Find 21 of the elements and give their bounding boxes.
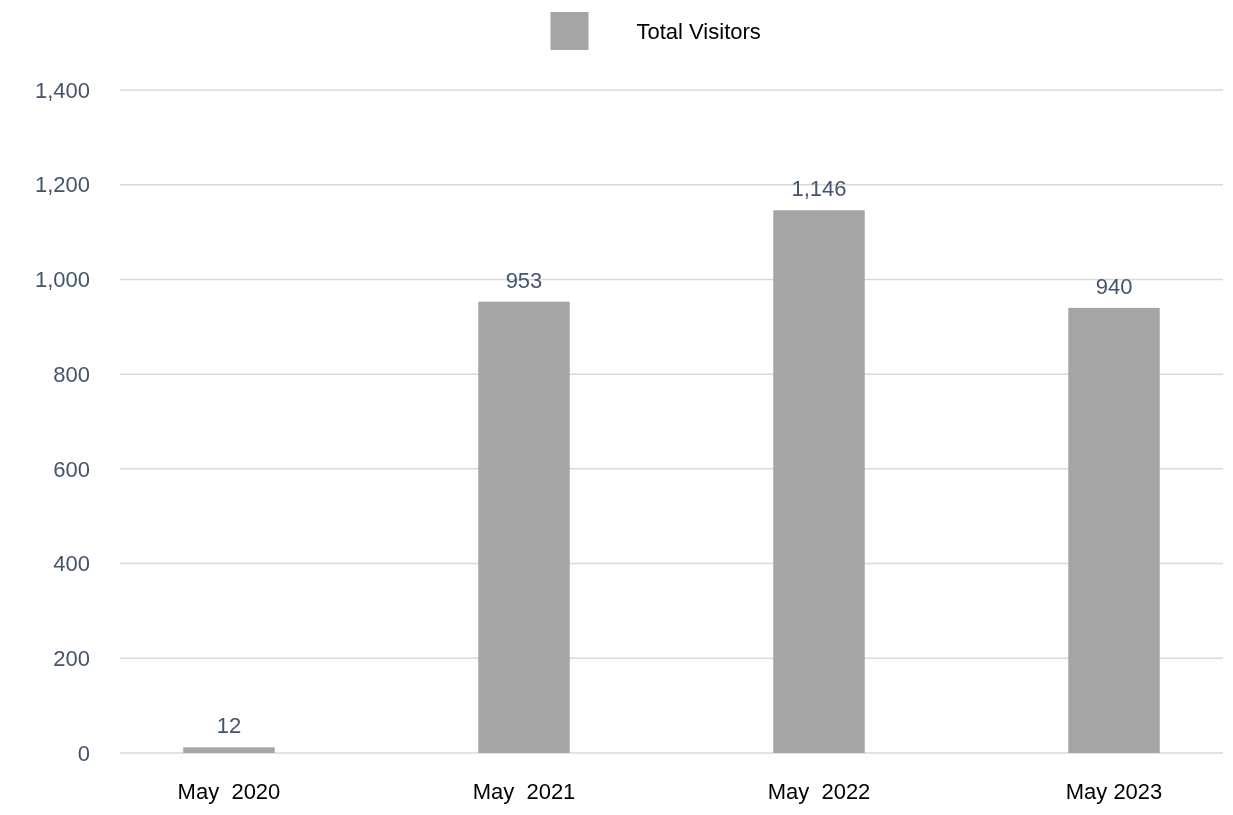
y-tick-label: 200 — [53, 645, 90, 671]
x-tick-label: May 2020 — [177, 779, 281, 804]
data-label: 1,146 — [791, 176, 847, 202]
y-tick-label: 1,400 — [34, 77, 90, 103]
data-label: 940 — [1095, 273, 1133, 299]
y-tick-label: 600 — [53, 456, 90, 482]
x-tick-label: May 2023 — [1065, 779, 1163, 804]
y-tick-label: 1,000 — [34, 267, 90, 293]
y-tick-label: 800 — [53, 361, 90, 387]
y-tick-label: 400 — [53, 551, 90, 577]
y-tick-label: 0 — [77, 740, 90, 766]
bar — [1068, 307, 1160, 753]
legend-label: Total Visitors — [636, 18, 761, 44]
x-tick-label: May 2021 — [472, 779, 576, 804]
data-label: 953 — [505, 267, 543, 293]
data-label: 12 — [216, 713, 242, 739]
x-tick-label: May 2022 — [767, 779, 871, 804]
bar — [478, 301, 570, 753]
bar — [183, 747, 275, 753]
bar — [773, 210, 865, 753]
y-tick-label: 1,200 — [34, 172, 90, 198]
